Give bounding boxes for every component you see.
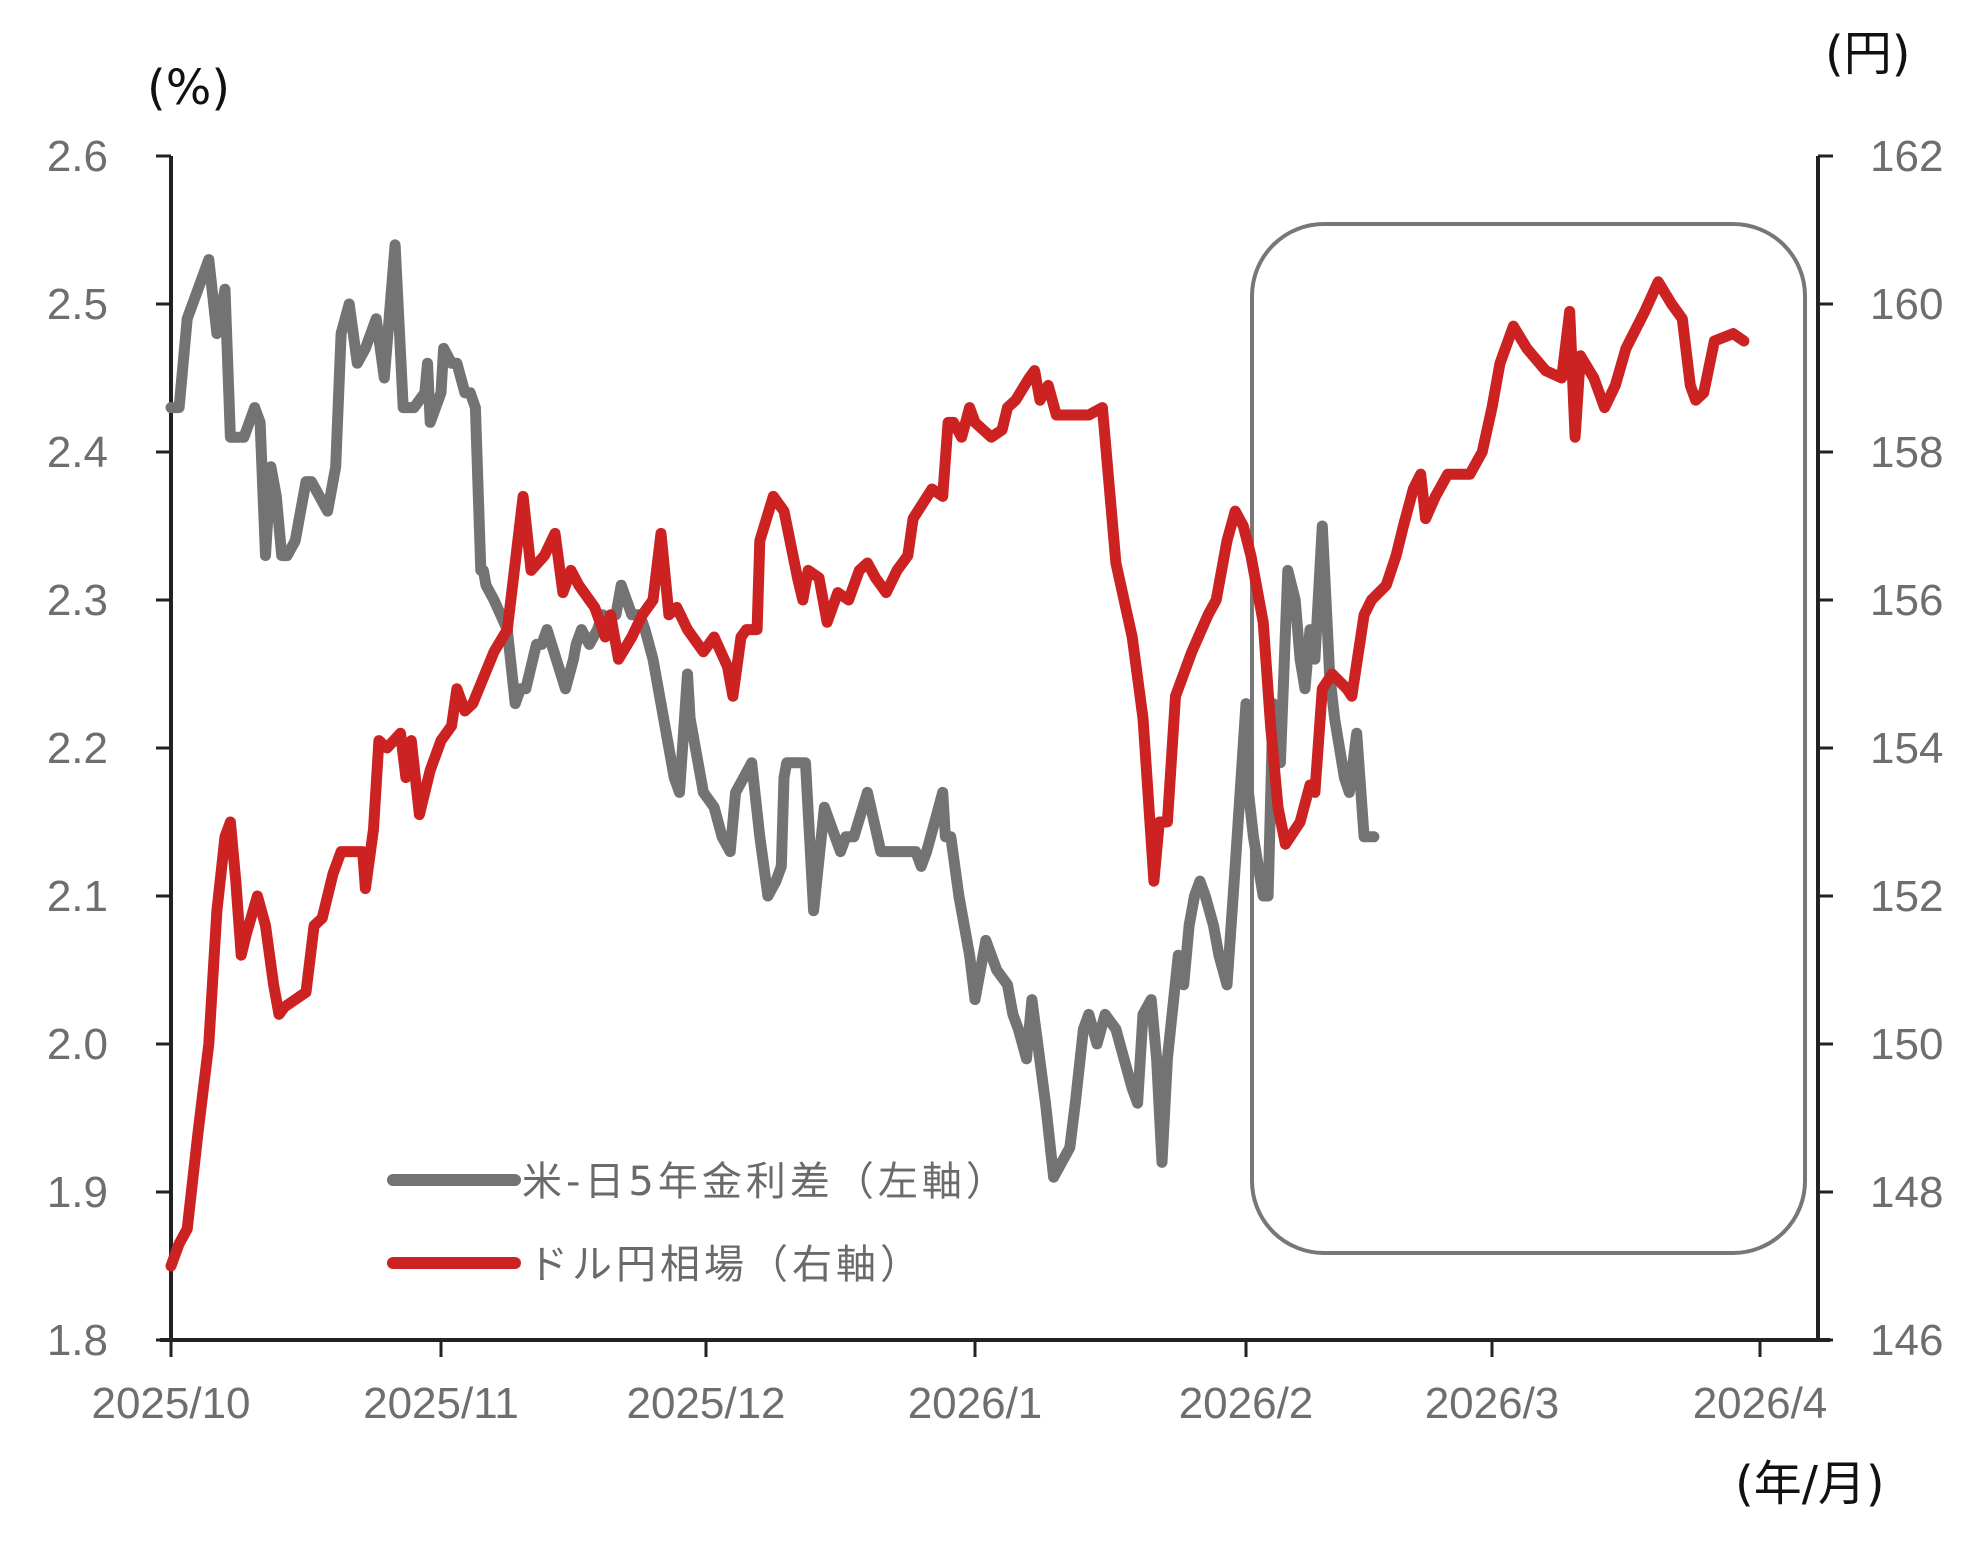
left-tick-label: 2.1	[47, 872, 108, 921]
right-tick-label: 160	[1870, 280, 1943, 329]
right-axis-unit-label: (円)	[1825, 26, 1910, 82]
left-tick-label: 1.9	[47, 1168, 108, 1217]
x-axis-unit-label: (年/月)	[1735, 1456, 1885, 1512]
legend: 米-日5年金利差（左軸） ドル円相場（右軸）	[387, 1159, 1010, 1288]
left-tick-label: 2.2	[47, 724, 108, 773]
left-tick-label: 2.0	[47, 1020, 108, 1069]
legend-label-usdjpy: ドル円相場（右軸）	[528, 1242, 924, 1288]
x-tick-label: 2025/12	[626, 1379, 785, 1428]
left-tick-label: 2.6	[47, 132, 108, 181]
x-tick-label: 2026/4	[1693, 1379, 1828, 1428]
right-tick-label: 162	[1870, 132, 1943, 181]
spread-line-series	[165, 239, 1380, 1183]
left-tick-label: 2.5	[47, 280, 108, 329]
left-tick-label: 2.3	[47, 576, 108, 625]
x-axis: 2025/10 2025/11 2025/12 2026/1 2026/2 2026/3 2…	[91, 1338, 1830, 1428]
left-tick-label: 1.8	[47, 1316, 108, 1365]
left-axis-unit-label: (%)	[147, 60, 230, 116]
right-tick-label: 148	[1870, 1168, 1943, 1217]
x-tick-label: 2026/2	[1179, 1379, 1314, 1428]
left-tick-label: 2.4	[47, 428, 108, 477]
right-tick-label: 156	[1870, 576, 1943, 625]
right-y-axis: 162 160 158 156 154 152 150 148 146	[1816, 132, 1943, 1365]
x-tick-label: 2026/1	[908, 1379, 1043, 1428]
x-tick-label: 2025/11	[363, 1379, 519, 1428]
legend-item-usdjpy: ドル円相場（右軸）	[387, 1242, 924, 1288]
right-tick-label: 154	[1870, 724, 1943, 773]
legend-item-spread: 米-日5年金利差（左軸）	[387, 1159, 1010, 1205]
right-tick-label: 158	[1870, 428, 1943, 477]
right-tick-label: 152	[1870, 872, 1943, 921]
x-tick-label: 2026/3	[1425, 1379, 1560, 1428]
x-tick-label: 2025/10	[91, 1379, 250, 1428]
right-tick-label: 150	[1870, 1020, 1943, 1069]
usdjpy-line-series	[165, 276, 1750, 1272]
legend-label-spread: 米-日5年金利差（左軸）	[522, 1159, 1010, 1205]
left-y-axis: 2.6 2.5 2.4 2.3 2.2 2.1 2.0 1.9 1.8	[47, 132, 173, 1365]
right-tick-label: 146	[1870, 1316, 1943, 1365]
